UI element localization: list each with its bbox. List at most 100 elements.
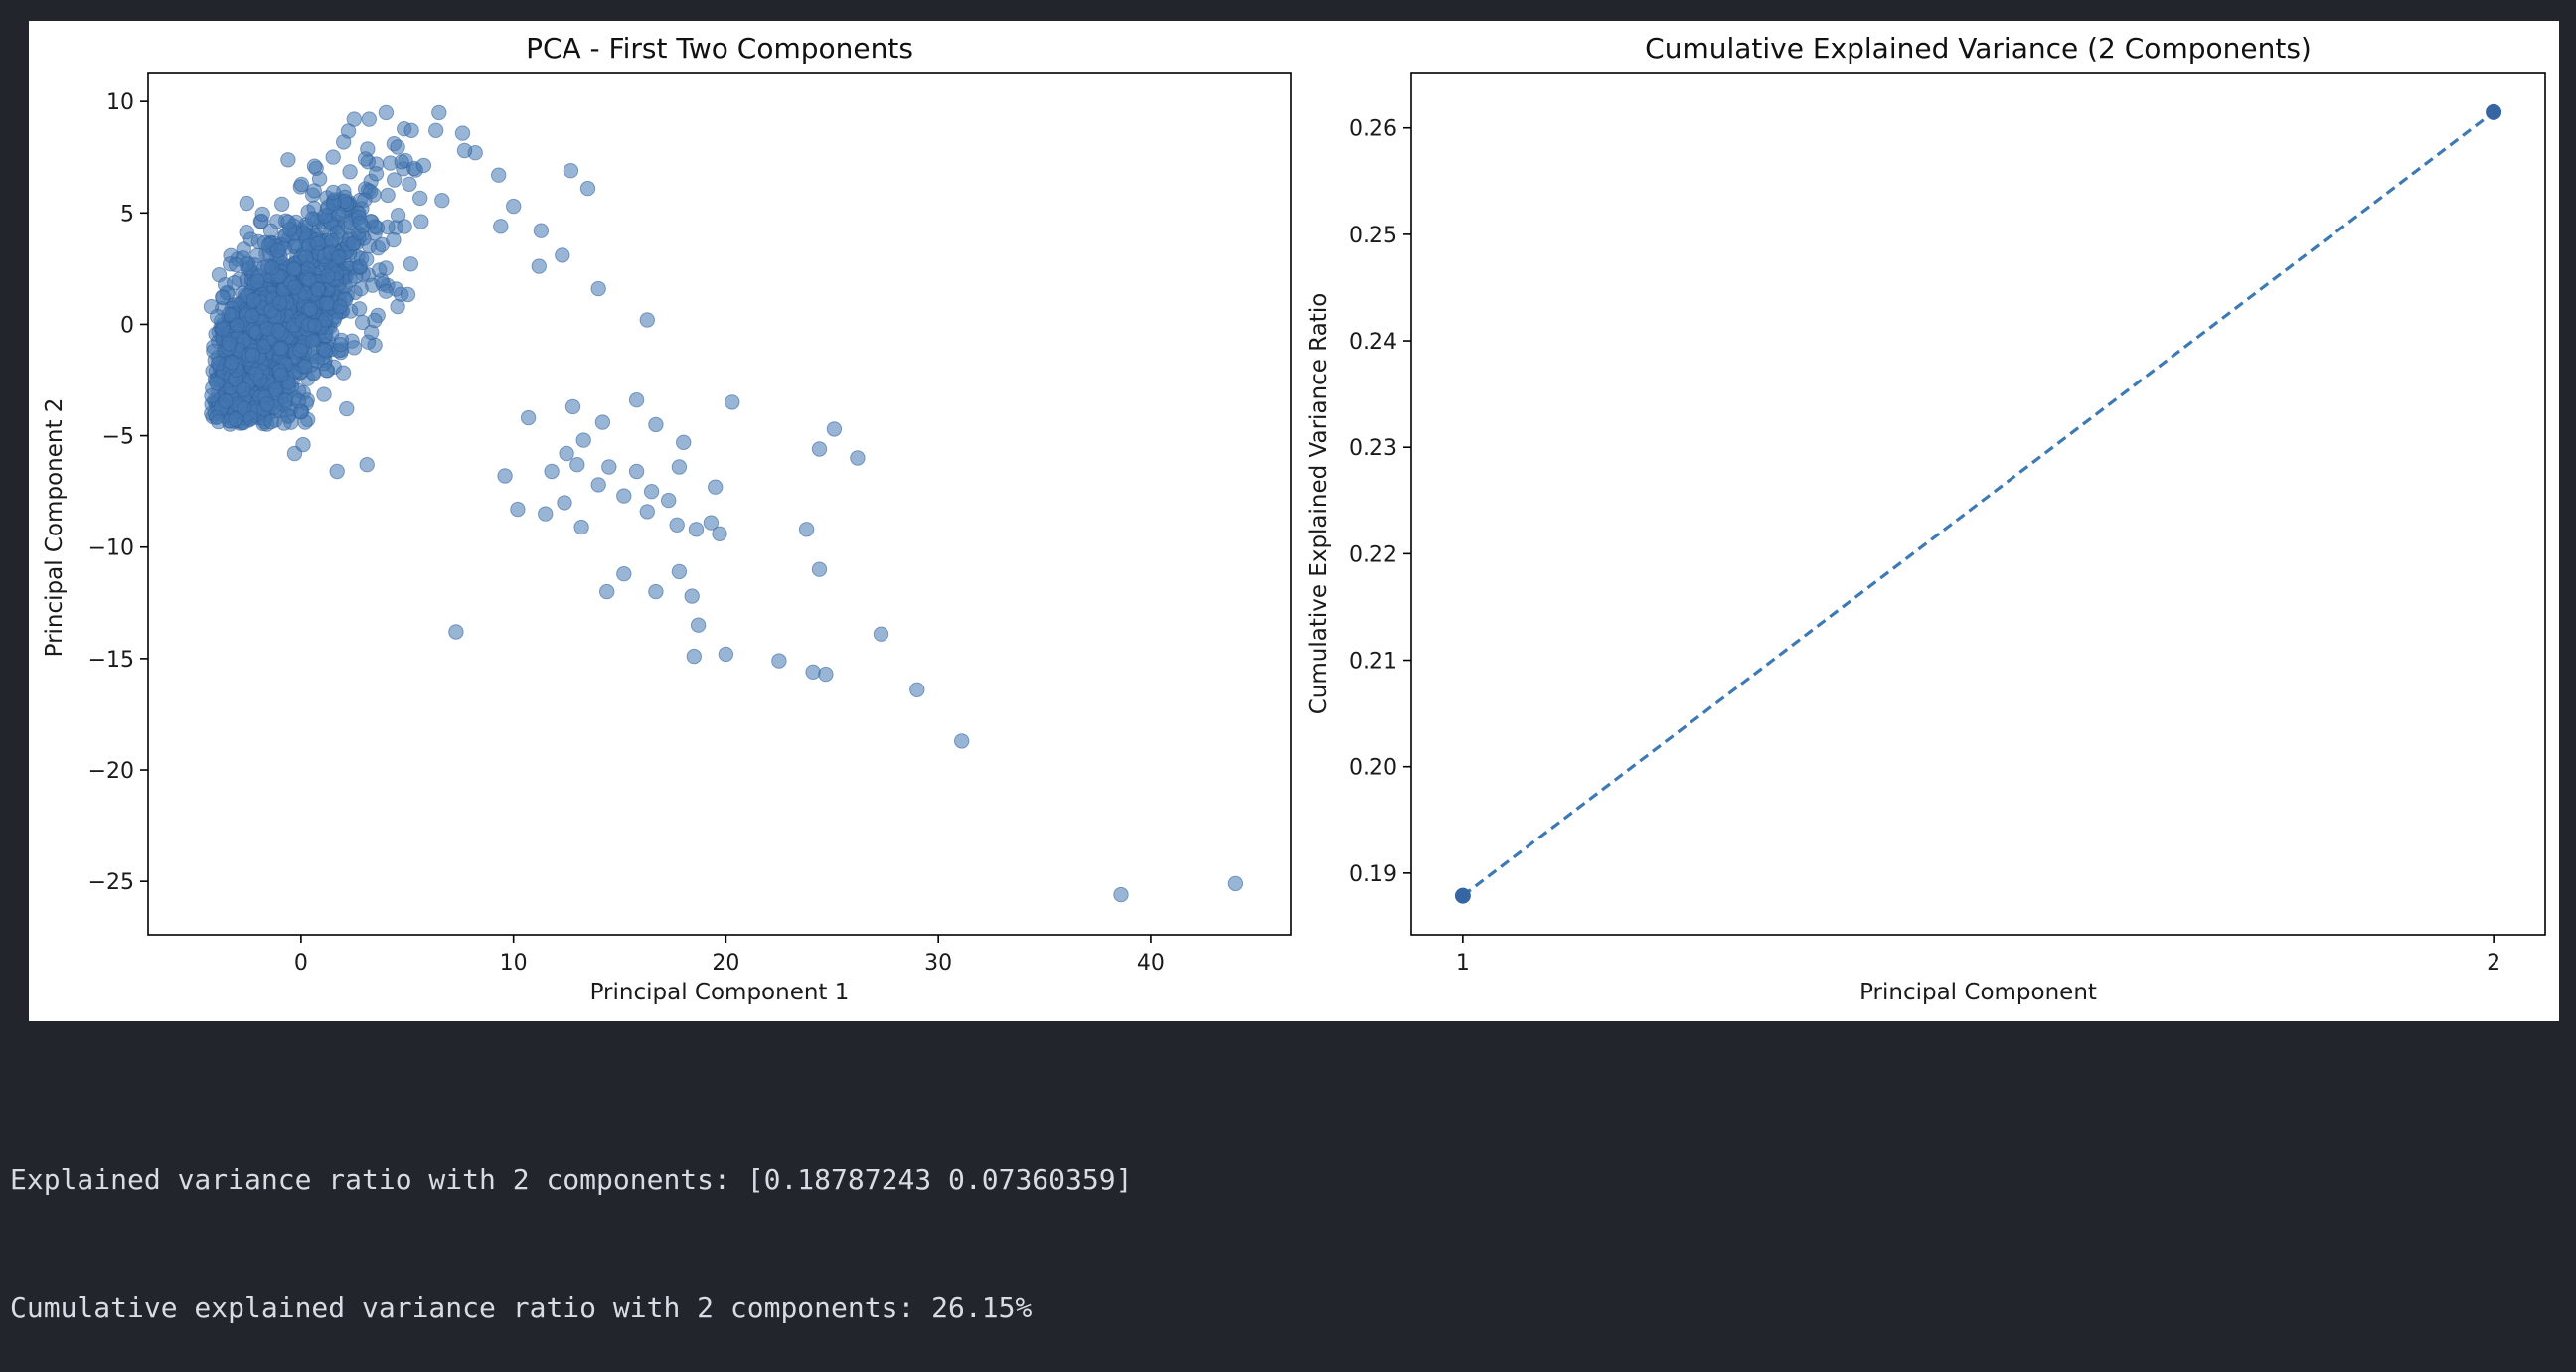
- cumulative-variance-y-label: Cumulative Explained Variance Ratio: [1306, 293, 1332, 715]
- scatter-point: [497, 468, 513, 484]
- scatter-point: [305, 333, 321, 349]
- scatter-point: [428, 122, 444, 139]
- scatter-point: [290, 393, 306, 409]
- scatter-point: [616, 566, 632, 582]
- scatter-point: [954, 733, 970, 749]
- scatter-point: [390, 139, 405, 155]
- x-tick-label: 1: [1456, 951, 1470, 976]
- pca-scatter-x-ticks: 0 10 20 30 40: [294, 935, 1165, 976]
- scatter-point: [533, 223, 550, 238]
- scatter-point: [227, 275, 242, 291]
- scatter-point: [346, 111, 362, 127]
- scatter-point: [359, 251, 375, 267]
- scatter-point: [402, 176, 417, 193]
- pca-scatter-axes-frame: [147, 72, 1292, 936]
- scatter-point: [274, 196, 290, 213]
- scatter-point: [336, 134, 352, 150]
- scatter-point: [415, 157, 432, 174]
- scatter-point: [354, 314, 371, 331]
- scatter-point: [331, 249, 347, 265]
- scatter-point: [236, 381, 251, 397]
- scatter-point: [671, 563, 688, 580]
- scatter-point: [309, 353, 325, 369]
- scatter-point: [267, 381, 283, 397]
- scatter-point: [456, 142, 473, 159]
- scatter-point: [346, 340, 363, 356]
- cumulative-variance-line: [1461, 110, 2496, 897]
- y-tick-label: 0.25: [1349, 224, 1397, 248]
- scatter-point: [400, 286, 416, 303]
- pca-scatter-x-label: Principal Component 1: [590, 980, 850, 1005]
- line-point: [2486, 103, 2502, 120]
- pca-scatter-chart: PCA - First Two Components 0 10 20 30 40 10 5…: [42, 32, 1292, 1005]
- scatter-point: [818, 666, 834, 683]
- scatter-point: [413, 214, 429, 229]
- scatter-point: [306, 317, 323, 334]
- scatter-point: [229, 317, 245, 333]
- scatter-point: [826, 421, 843, 437]
- y-tick-label: −25: [88, 870, 134, 895]
- scatter-point: [280, 214, 296, 230]
- scatter-point: [249, 273, 265, 289]
- scatter-point: [599, 583, 615, 600]
- scatter-point: [351, 301, 368, 317]
- scatter-point: [378, 260, 394, 276]
- scatter-point: [244, 347, 261, 363]
- scatter-point: [293, 176, 310, 193]
- scatter-point: [661, 492, 677, 509]
- y-tick-label: −15: [88, 648, 134, 673]
- scatter-point: [684, 588, 700, 604]
- scatter-point: [204, 387, 220, 404]
- scatter-point: [332, 298, 348, 315]
- scatter-point: [263, 413, 279, 430]
- scatter-point: [510, 501, 526, 518]
- scatter-point: [221, 335, 238, 352]
- cumulative-variance-chart: Cumulative Explained Variance (2 Compone…: [1306, 32, 2546, 1005]
- y-tick-label: 0.26: [1349, 117, 1397, 142]
- scatter-point: [287, 279, 303, 295]
- scatter-point: [359, 457, 375, 473]
- scatter-point: [676, 434, 692, 450]
- scatter-point: [239, 195, 255, 212]
- scatter-point: [648, 416, 664, 433]
- scatter-point: [378, 104, 395, 121]
- scatter-point: [295, 436, 311, 453]
- scatter-point: [909, 682, 925, 697]
- scatter-point: [628, 463, 645, 480]
- scatter-point: [254, 206, 270, 223]
- y-tick-label: 0: [120, 313, 134, 338]
- y-tick-label: 0.19: [1349, 862, 1397, 887]
- cumulative-variance-axes-frame: [1410, 72, 2546, 936]
- scatter-point: [209, 375, 225, 391]
- scatter-point: [557, 495, 572, 511]
- scatter-point: [669, 517, 685, 533]
- scatter-point: [559, 445, 574, 462]
- scatter-point: [380, 187, 396, 204]
- scatter-point: [276, 415, 292, 431]
- scatter-point: [811, 441, 828, 457]
- scatter-point: [386, 231, 402, 248]
- scatter-point: [292, 342, 308, 359]
- scatter-point: [215, 289, 231, 305]
- scatter-point: [332, 337, 349, 353]
- scatter-point: [269, 242, 286, 259]
- scatter-point: [718, 646, 734, 663]
- scatter-point: [708, 479, 724, 495]
- cumulative-variance-x-label: Principal Component: [1859, 980, 2097, 1005]
- cumulative-variance-y-ticks: 0.19 0.20 0.21 0.22 0.23 0.24 0.25 0.26: [1349, 117, 1411, 887]
- scatter-point: [798, 522, 815, 537]
- scatter-point: [335, 365, 352, 381]
- y-tick-label: 0.21: [1349, 650, 1397, 675]
- scatter-point: [320, 268, 336, 284]
- scatter-point: [448, 624, 464, 640]
- scatter-point: [431, 104, 447, 121]
- scatter-point: [434, 193, 450, 209]
- cumulative-variance-points: [1454, 103, 2502, 904]
- scatter-point: [579, 180, 596, 197]
- pca-scatter-points: [203, 104, 1244, 903]
- scatter-point: [394, 154, 409, 170]
- scatter-point: [712, 526, 727, 541]
- x-tick-label: 2: [2487, 951, 2500, 976]
- scatter-point: [563, 163, 579, 179]
- console-line-cumulative-ratio: Cumulative explained variance ratio with…: [10, 1292, 1033, 1324]
